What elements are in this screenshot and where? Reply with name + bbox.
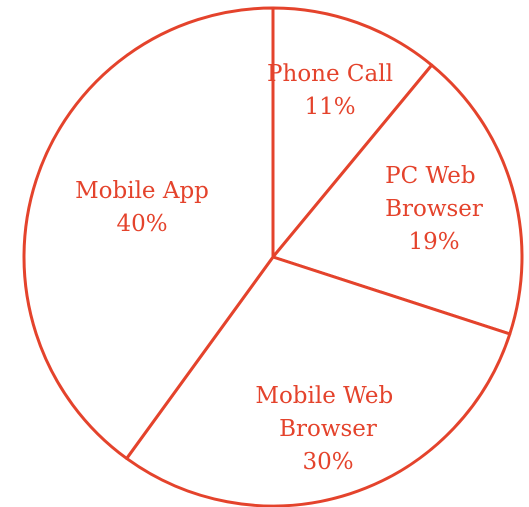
slice-value-label: 19%	[408, 229, 459, 255]
slice-label: Phone Call	[267, 61, 393, 87]
slice-label: Mobile App	[75, 178, 209, 204]
pie-slice	[22, 6, 275, 460]
pie-slice	[271, 63, 524, 336]
slice-value-label: 30%	[302, 449, 353, 475]
pie-slice	[125, 255, 512, 507]
slice-label: PC Web Browser	[385, 163, 483, 222]
slice-value-label: 40%	[116, 211, 167, 237]
slice-value-label: 11%	[304, 94, 355, 120]
pie-slice	[271, 6, 434, 259]
slice-label: Mobile Web Browser	[255, 383, 400, 442]
